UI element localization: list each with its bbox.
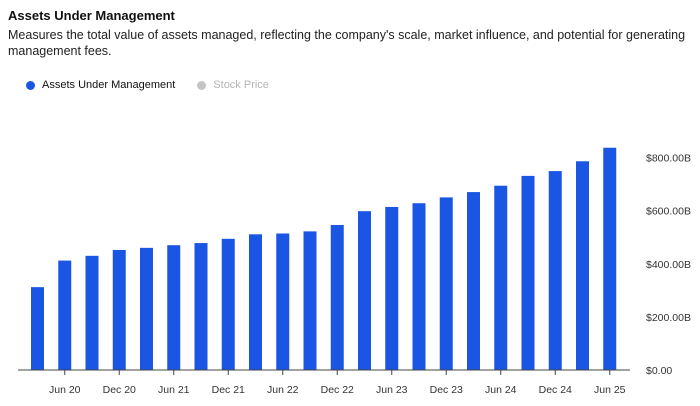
bars-group bbox=[31, 147, 617, 370]
x-tick-label: Dec 22 bbox=[321, 384, 354, 396]
bar[interactable] bbox=[31, 287, 44, 370]
legend-dot-aum-icon bbox=[26, 80, 35, 90]
x-tick-label: Dec 20 bbox=[103, 384, 136, 396]
bar[interactable] bbox=[330, 225, 344, 370]
bar[interactable] bbox=[358, 211, 371, 370]
bar[interactable] bbox=[467, 192, 480, 370]
y-tick-label: $600.00B bbox=[646, 206, 691, 218]
y-tick-label: $800.00B bbox=[646, 153, 691, 165]
legend-item-aum[interactable]: Assets Under Management bbox=[26, 79, 175, 91]
bar[interactable] bbox=[576, 161, 589, 370]
bar[interactable] bbox=[167, 245, 181, 370]
bar[interactable] bbox=[58, 260, 72, 370]
x-axis-ticks: Jun 20 Dec 20 Jun 21 Dec 21 Jun 22 Dec 22 Jun … bbox=[49, 370, 626, 396]
bar[interactable] bbox=[385, 206, 399, 370]
x-tick-label: Jun 23 bbox=[376, 384, 408, 396]
x-tick-label: Jun 22 bbox=[267, 384, 299, 396]
bar[interactable] bbox=[439, 197, 453, 370]
x-tick-label: Jun 25 bbox=[594, 384, 626, 396]
x-tick-label: Jun 24 bbox=[485, 384, 517, 396]
bar[interactable] bbox=[112, 249, 126, 370]
legend-label: Stock Price bbox=[213, 79, 269, 91]
legend-item-stock-price[interactable]: Stock Price bbox=[197, 79, 269, 91]
bar[interactable] bbox=[412, 203, 426, 370]
x-tick-label: Jun 20 bbox=[49, 384, 81, 396]
legend-dot-stock-price-icon bbox=[197, 80, 207, 90]
y-axis-ticks: $0.00 $200.00B $400.00B $600.00B $800.00B bbox=[646, 153, 691, 377]
bar[interactable] bbox=[140, 247, 153, 370]
chart-subtitle: Measures the total value of assets manag… bbox=[8, 28, 686, 58]
x-tick-label: Dec 23 bbox=[430, 384, 463, 396]
bar[interactable] bbox=[194, 243, 208, 370]
y-tick-label: $400.00B bbox=[646, 259, 691, 271]
bar[interactable] bbox=[85, 255, 99, 370]
bar[interactable] bbox=[494, 185, 508, 370]
bar[interactable] bbox=[603, 147, 617, 370]
bar[interactable] bbox=[548, 171, 562, 370]
bar[interactable] bbox=[221, 238, 235, 370]
y-tick-label: $0.00 bbox=[646, 365, 672, 377]
x-tick-label: Jun 21 bbox=[158, 384, 190, 396]
bar[interactable] bbox=[249, 234, 262, 370]
bar[interactable] bbox=[521, 175, 535, 370]
bar[interactable] bbox=[276, 233, 290, 370]
legend: Assets Under Management Stock Price bbox=[26, 79, 269, 91]
legend-label: Assets Under Management bbox=[42, 79, 176, 91]
x-tick-label: Dec 21 bbox=[212, 384, 245, 396]
x-tick-label: Dec 24 bbox=[539, 384, 572, 396]
chart-title: Assets Under Management bbox=[8, 8, 175, 23]
y-tick-label: $200.00B bbox=[646, 312, 691, 324]
bar[interactable] bbox=[303, 231, 317, 370]
